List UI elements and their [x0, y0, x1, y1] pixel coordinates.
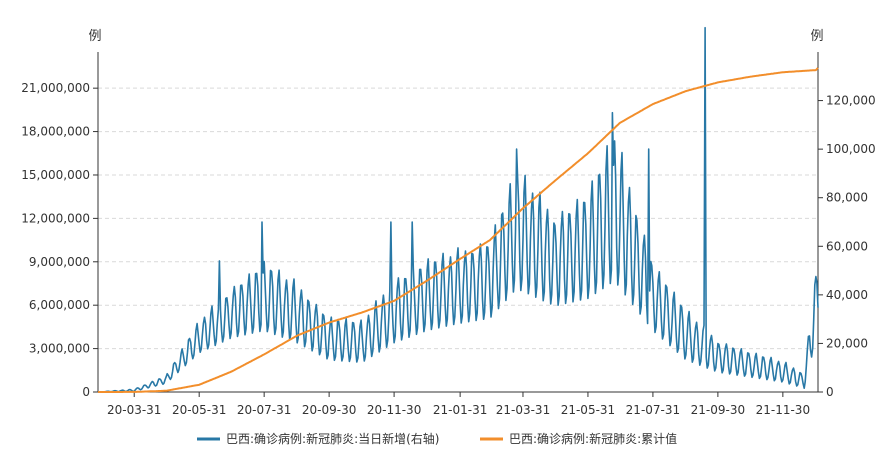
left-tick-label: 0: [82, 385, 90, 399]
left-tick-label: 15,000,000: [21, 168, 90, 182]
x-tick-label: 20-07-31: [237, 403, 291, 417]
right-tick-label: 40,000: [826, 288, 868, 302]
left-tick-label: 6,000,000: [29, 298, 90, 312]
x-tick-label: 21-05-31: [561, 403, 615, 417]
left-tick-label: 12,000,000: [21, 211, 90, 225]
legend-label-cumulative: 巴西:确诊病例:新冠肺炎:累计值: [509, 431, 677, 446]
legend-item-daily[interactable]: 巴西:确诊病例:新冠肺炎:当日新增(右轴): [197, 431, 440, 446]
right-axis-unit: 例: [810, 29, 823, 44]
left-axis-unit: 例: [88, 29, 101, 44]
x-tick-label: 20-05-31: [172, 403, 226, 417]
legend: 巴西:确诊病例:新冠肺炎:当日新增(右轴) 巴西:确诊病例:新冠肺炎:累计值: [197, 431, 677, 446]
x-tick-label: 21-01-31: [433, 403, 487, 417]
right-tick-label: 20,000: [826, 336, 868, 350]
right-tick-label: 80,000: [826, 191, 868, 205]
right-tick-label: 0: [826, 385, 834, 399]
x-tick-label: 21-07-31: [626, 403, 680, 417]
legend-item-cumulative[interactable]: 巴西:确诊病例:新冠肺炎:累计值: [480, 431, 677, 446]
right-tick-label: 100,000: [826, 142, 876, 156]
left-tick-label: 3,000,000: [29, 342, 90, 356]
right-tick-label: 60,000: [826, 239, 868, 253]
left-tick-label: 18,000,000: [21, 125, 90, 139]
series-line-cumulative: [98, 67, 819, 393]
axes: 0 3,000,000 6,000,000 9,000,000 12,000,000 15…: [21, 52, 876, 417]
right-tick-label: 120,000: [826, 94, 876, 108]
x-tick-label: 20-03-31: [107, 403, 161, 417]
x-tick-label: 20-09-30: [302, 403, 356, 417]
legend-label-daily: 巴西:确诊病例:新冠肺炎:当日新增(右轴): [226, 431, 440, 446]
x-tick-label: 21-09-30: [691, 403, 745, 417]
x-tick-label: 21-11-30: [756, 403, 810, 417]
x-tick-label: 21-03-31: [496, 403, 550, 417]
left-tick-label: 21,000,000: [21, 81, 90, 95]
series-line-daily: [97, 26, 819, 393]
grid-lines: [98, 87, 818, 350]
x-tick-label: 20-11-30: [367, 403, 421, 417]
series-lines: [97, 26, 819, 393]
left-tick-label: 9,000,000: [29, 255, 90, 269]
